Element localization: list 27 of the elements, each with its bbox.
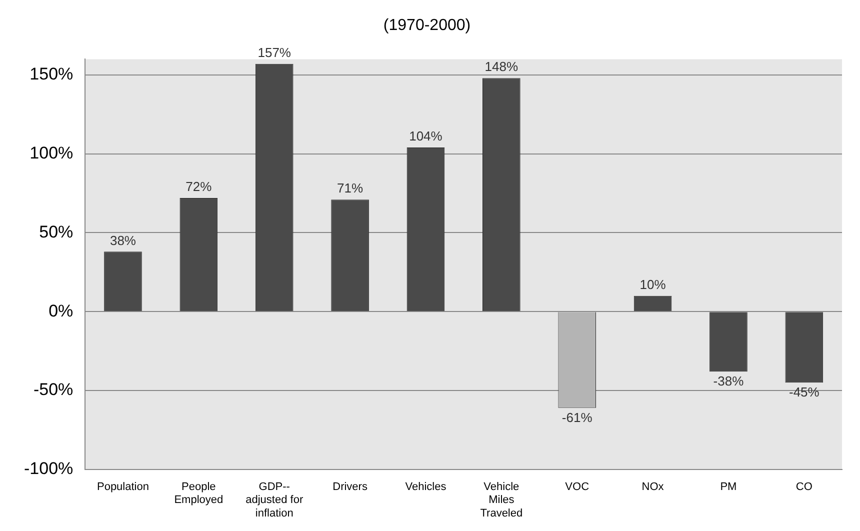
y-tick-label: 50%	[39, 222, 74, 242]
x-tick-label: VOC	[565, 481, 590, 494]
data-label: -45%	[788, 384, 820, 400]
data-label: 148%	[484, 59, 518, 74]
x-tick-label: Population	[96, 481, 149, 494]
data-label: 71%	[337, 180, 364, 196]
x-tick-label: GDP-- adjusted for inflation	[246, 481, 304, 520]
y-tick-label: -50%	[33, 380, 74, 400]
x-tick-label: People Employed	[174, 481, 224, 506]
data-label: 157%	[258, 45, 292, 60]
x-tick-label: Drivers	[332, 481, 368, 494]
x-tick-label: NOx	[642, 481, 664, 494]
data-label: 38%	[110, 232, 136, 248]
x-tick-label: Vehicle Miles Traveled	[480, 481, 523, 520]
data-label: 104%	[409, 128, 443, 144]
x-tick-label: Vehicles	[405, 481, 447, 494]
data-label: 72%	[186, 179, 212, 194]
x-tick-label: PM	[720, 481, 737, 494]
y-tick-label: 100%	[30, 144, 74, 163]
data-label: -38%	[713, 374, 744, 389]
x-tick-label: CO	[796, 481, 813, 494]
data-label: 10%	[640, 276, 666, 292]
y-tick-label: 0%	[48, 301, 74, 320]
y-tick-label: 150%	[30, 64, 74, 84]
data-label: -61%	[562, 410, 593, 425]
chart-title: (1970-2000)	[383, 17, 471, 34]
y-tick-label: -100%	[24, 459, 74, 478]
